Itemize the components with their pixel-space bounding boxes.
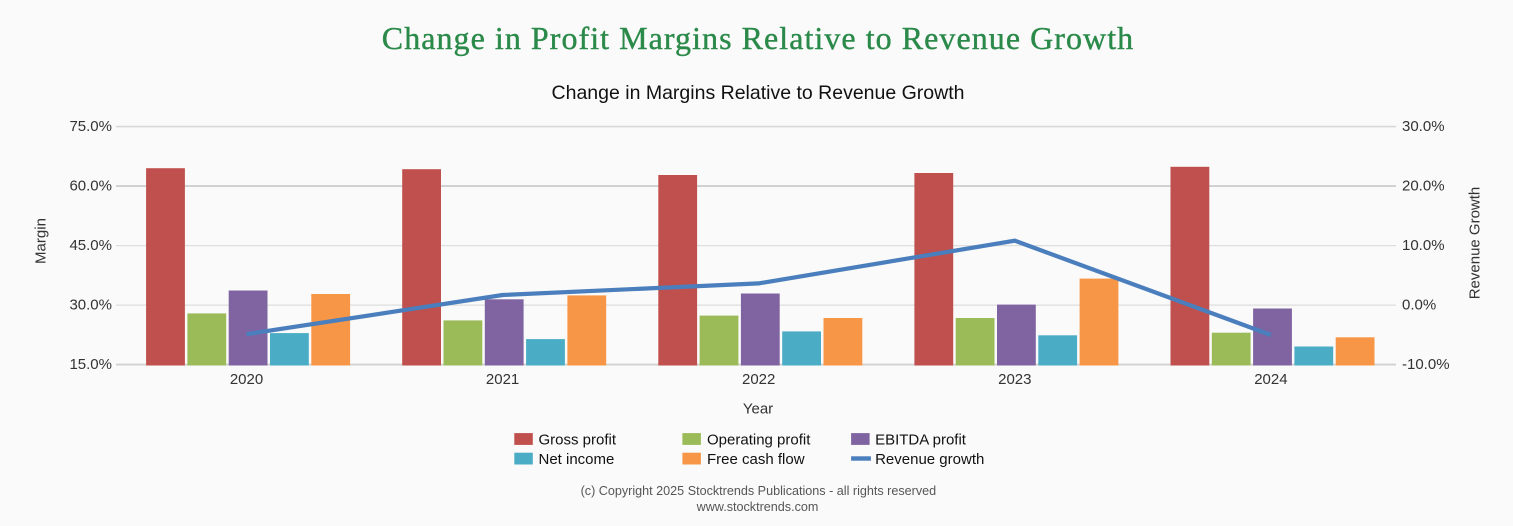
svg-text:(c) Copyright 2025 Stocktrends: (c) Copyright 2025 Stocktrends Publicati… [581,484,937,498]
svg-text:45.0%: 45.0% [69,237,112,254]
svg-text:Free cash flow: Free cash flow [707,451,805,468]
svg-text:30.0%: 30.0% [1402,118,1445,135]
svg-text:Year: Year [743,401,773,418]
svg-text:Revenue growth: Revenue growth [875,451,984,468]
svg-text:Operating profit: Operating profit [707,431,811,448]
svg-text:10.0%: 10.0% [1402,237,1445,254]
svg-text:Revenue Growth: Revenue Growth [1467,187,1484,300]
svg-text:60.0%: 60.0% [69,178,112,195]
svg-text:2021: 2021 [486,371,519,388]
svg-text:EBITDA profit: EBITDA profit [875,431,967,448]
svg-text:75.0%: 75.0% [69,118,112,135]
svg-text:20.0%: 20.0% [1402,178,1445,195]
svg-text:0.0%: 0.0% [1402,297,1436,314]
svg-text:2023: 2023 [998,371,1031,388]
svg-text:-10.0%: -10.0% [1402,356,1450,373]
svg-text:Margin: Margin [33,218,50,264]
svg-text:Net income: Net income [539,451,615,468]
svg-text:Gross profit: Gross profit [539,431,617,448]
svg-text:2020: 2020 [230,371,263,388]
svg-text:Change in Profit Margins Relat: Change in Profit Margins Relative to Rev… [382,20,1134,56]
svg-text:www.stocktrends.com: www.stocktrends.com [696,500,819,514]
svg-text:30.0%: 30.0% [69,297,112,314]
svg-text:2024: 2024 [1254,371,1287,388]
svg-text:2022: 2022 [742,371,775,388]
svg-text:15.0%: 15.0% [69,356,112,373]
svg-text:Change in Margins Relative to: Change in Margins Relative to Revenue Gr… [552,82,965,104]
